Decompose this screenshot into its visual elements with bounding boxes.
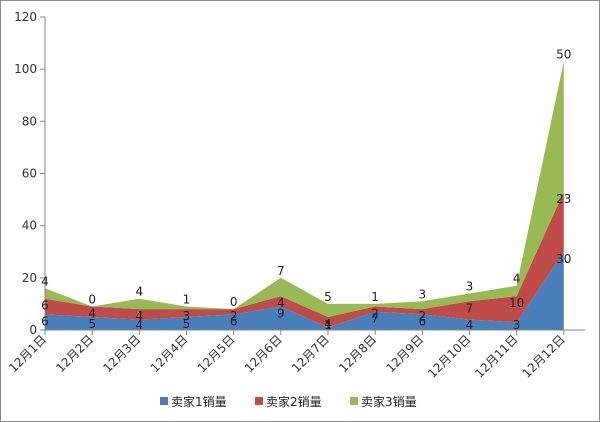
x-tick-label: 12月12日 — [519, 332, 567, 380]
data-label-series-2: 2 — [371, 307, 379, 321]
x-tick-label: 12月11日 — [472, 332, 520, 380]
data-label-series-3: 4 — [41, 274, 49, 288]
data-label-series-3: 50 — [556, 47, 571, 61]
data-label-series-1: 4 — [136, 318, 144, 332]
x-tick-label: 12月1日 — [6, 332, 49, 375]
y-tick-label: 80 — [22, 114, 37, 128]
data-label-series-1: 30 — [556, 252, 571, 266]
data-label-series-1: 7 — [371, 312, 379, 326]
areas-layer — [45, 61, 564, 330]
area-series-1 — [45, 251, 564, 330]
legend-label-series-3: 卖家3销量 — [361, 394, 417, 409]
data-label-series-2: 4 — [136, 309, 144, 323]
data-label-series-3: 1 — [371, 290, 379, 304]
y-tick-label: 0 — [29, 323, 37, 337]
legend: 卖家1销量 卖家2销量 卖家3销量 — [160, 394, 417, 409]
x-tick-label: 12月7日 — [289, 332, 332, 375]
data-label-series-2: 2 — [230, 309, 238, 323]
legend-label-series-1: 卖家1销量 — [171, 394, 227, 409]
data-label-series-1: 6 — [41, 314, 49, 328]
data-label-series-3: 0 — [230, 295, 238, 309]
data-label-series-2: 7 — [466, 301, 474, 315]
x-tick-label: 12月10日 — [425, 332, 473, 380]
data-label-series-2: 23 — [556, 192, 571, 206]
data-label-series-3: 3 — [418, 287, 426, 301]
data-label-series-3: 7 — [277, 264, 285, 278]
data-label-series-1: 1 — [324, 318, 332, 332]
data-label-series-3: 1 — [183, 293, 191, 307]
x-tick-label: 12月9日 — [383, 332, 426, 375]
data-label-series-3: 4 — [513, 272, 521, 286]
x-tick-label: 12月4日 — [148, 332, 191, 375]
data-label-series-3: 3 — [466, 279, 474, 293]
y-tick-label: 120 — [14, 10, 37, 24]
area-series-3 — [45, 61, 564, 317]
data-label-series-2: 2 — [418, 309, 426, 323]
y-tick-label: 60 — [22, 167, 37, 181]
x-tick-label: 12月2日 — [53, 332, 96, 375]
data-label-series-2: 4 — [324, 317, 332, 331]
data-label-series-1: 4 — [466, 318, 474, 332]
data-label-series-2: 4 — [277, 296, 285, 310]
data-label-series-2: 6 — [41, 299, 49, 313]
legend-swatch-series-2 — [255, 397, 263, 405]
legend-label-series-2: 卖家2销量 — [266, 394, 322, 409]
x-tick-label: 12月3日 — [100, 332, 143, 375]
data-label-series-1: 9 — [277, 307, 285, 321]
y-tick-label: 100 — [14, 62, 37, 76]
data-label-series-1: 5 — [183, 317, 191, 331]
data-label-series-1: 6 — [230, 314, 238, 328]
x-tick-label: 12月5日 — [195, 332, 238, 375]
y-tick-label: 40 — [22, 219, 37, 233]
x-tick-label: 12月6日 — [242, 332, 285, 375]
data-label-series-2: 3 — [183, 309, 191, 323]
area-series-2 — [45, 191, 564, 328]
x-tick-label: 12月8日 — [336, 332, 379, 375]
data-label-series-1: 5 — [88, 317, 96, 331]
data-label-series-1: 6 — [418, 314, 426, 328]
data-label-series-2: 10 — [509, 296, 524, 310]
legend-swatch-series-1 — [160, 397, 168, 405]
data-label-series-3: 5 — [324, 290, 332, 304]
data-label-series-3: 4 — [136, 285, 144, 299]
y-tick-label: 20 — [22, 271, 37, 285]
data-label-series-1: 3 — [513, 318, 521, 332]
data-label-series-3: 0 — [88, 293, 96, 307]
data-label-series-2: 4 — [88, 307, 96, 321]
legend-swatch-series-3 — [350, 397, 358, 405]
